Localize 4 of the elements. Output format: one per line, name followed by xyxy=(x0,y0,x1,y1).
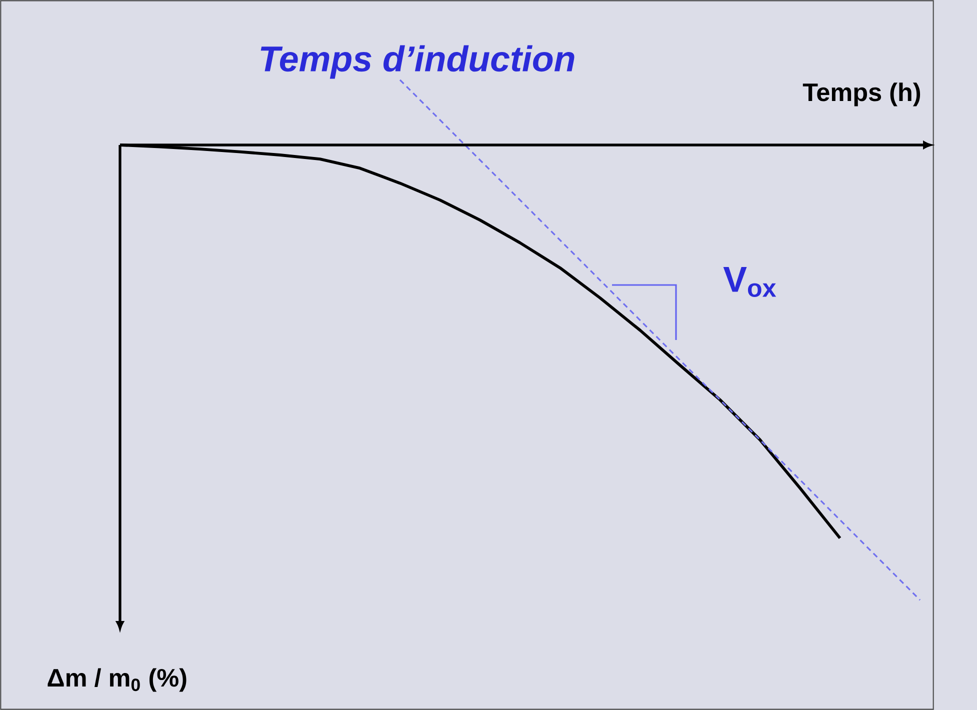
y-axis-title: Δm / m$_{0}$ (%) xyxy=(48,668,186,692)
annotation: V$_{ox}$ xyxy=(723,267,776,297)
x-axis-title: Temps (h) xyxy=(802,82,920,106)
text: Temps d’induction xyxy=(260,45,574,79)
